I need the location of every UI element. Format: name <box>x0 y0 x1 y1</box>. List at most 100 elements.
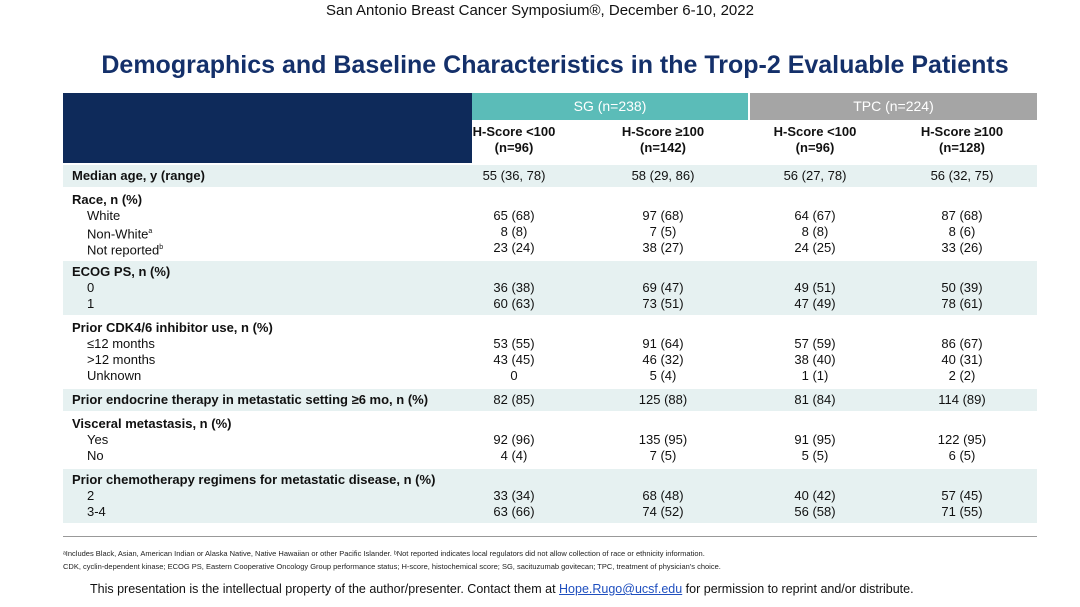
cell-value: 74 (52) <box>642 504 684 519</box>
cell-value: 57 (59) <box>794 336 836 351</box>
cell-value: 57 (45) <box>941 488 983 503</box>
cell-value: 33 (34) <box>493 488 535 503</box>
conference-header: San Antonio Breast Cancer Symposium®, De… <box>326 2 754 19</box>
row-label: Yes <box>87 432 109 447</box>
footnote: ᵃIncludes Black, Asian, American Indian … <box>63 549 705 558</box>
row-label: 1 <box>87 296 95 311</box>
row-label: 3-4 <box>87 504 106 519</box>
cell-value: 135 (95) <box>638 432 688 447</box>
column-header: H-Score ≥100 (n=142) <box>621 124 705 155</box>
table-bottom-rule <box>63 536 1037 537</box>
table-row: 1 60 (63) 73 (51) 47 (49) 78 (61) <box>63 296 1037 312</box>
cell-value: 6 (5) <box>948 448 976 463</box>
row-label: Prior CDK4/6 inhibitor use, n (%) <box>72 320 273 335</box>
cell-value: 49 (51) <box>794 280 836 295</box>
ip-notice: This presentation is the intellectual pr… <box>90 582 914 596</box>
table-row: Visceral metastasis, n (%) <box>63 416 1037 432</box>
row-label: >12 months <box>87 352 156 367</box>
cell-value: 81 (84) <box>794 392 836 407</box>
cell-value: 7 (5) <box>649 448 677 463</box>
cell-value: 65 (68) <box>493 208 535 223</box>
table-row: Median age, y (range) 55 (36, 78) 58 (29, … <box>63 168 1037 184</box>
cell-value: 0 <box>510 368 518 383</box>
cell-value: 78 (61) <box>941 296 983 311</box>
table-row: No 4 (4) 7 (5) 5 (5) 6 (5) <box>63 448 1037 464</box>
table-section: Median age, y (range) 55 (36, 78) 58 (29, … <box>63 165 1037 187</box>
cell-value: 38 (40) <box>794 352 836 367</box>
table-row: Unknown 0 5 (4) 1 (1) 2 (2) <box>63 368 1037 384</box>
row-label: Non-Whitea <box>87 226 153 242</box>
row-label: 0 <box>87 280 95 295</box>
cell-value: 36 (38) <box>493 280 535 295</box>
cell-value: 47 (49) <box>794 296 836 311</box>
row-label: Race, n (%) <box>72 192 143 207</box>
cell-value: 86 (67) <box>941 336 983 351</box>
cell-value: 58 (29, 86) <box>631 168 695 183</box>
column-header: H-Score <100 (n=96) <box>773 124 857 155</box>
cell-value: 2 (2) <box>948 368 976 383</box>
row-label: Prior chemotherapy regimens for metastat… <box>72 472 436 487</box>
contact-email-link[interactable]: Hope.Rugo@ucsf.edu <box>559 582 683 596</box>
cell-value: 82 (85) <box>493 392 535 407</box>
cell-value: 5 (4) <box>649 368 677 383</box>
group-header-sg: SG (n=238) <box>472 93 748 120</box>
table-section: ECOG PS, n (%) 0 36 (38) 69 (47) 49 (51) 50 (… <box>63 261 1037 315</box>
cell-value: 68 (48) <box>642 488 684 503</box>
table-row: Race, n (%) <box>63 192 1037 208</box>
table-row: >12 months 43 (45) 46 (32) 38 (40) 40 (31) <box>63 352 1037 368</box>
cell-value: 7 (5) <box>649 224 677 239</box>
cell-value: 8 (6) <box>948 224 976 239</box>
cell-value: 24 (25) <box>794 240 836 255</box>
cell-value: 71 (55) <box>941 504 983 519</box>
table-row: Prior endocrine therapy in metastatic se… <box>63 392 1037 408</box>
cell-value: 8 (8) <box>500 224 528 239</box>
cell-value: 55 (36, 78) <box>482 168 546 183</box>
cell-value: 63 (66) <box>493 504 535 519</box>
cell-value: 69 (47) <box>642 280 684 295</box>
table-row: 0 36 (38) 69 (47) 49 (51) 50 (39) <box>63 280 1037 296</box>
column-header: H-Score ≥100 (n=128) <box>920 124 1004 155</box>
slide-title: Demographics and Baseline Characteristic… <box>101 51 1009 79</box>
table-row: Yes 92 (96) 135 (95) 91 (95) 122 (95) <box>63 432 1037 448</box>
cell-value: 5 (5) <box>801 448 829 463</box>
cell-value: 60 (63) <box>493 296 535 311</box>
column-header: H-Score <100 (n=96) <box>472 124 556 155</box>
table-row: ≤12 months 53 (55) 91 (64) 57 (59) 86 (67) <box>63 336 1037 352</box>
row-label: No <box>87 448 104 463</box>
cell-value: 23 (24) <box>493 240 535 255</box>
cell-value: 97 (68) <box>642 208 684 223</box>
cell-value: 1 (1) <box>801 368 829 383</box>
cell-value: 114 (89) <box>938 392 986 407</box>
cell-value: 33 (26) <box>941 240 983 255</box>
row-label: Unknown <box>87 368 142 383</box>
row-label: ECOG PS, n (%) <box>72 264 171 279</box>
cell-value: 73 (51) <box>642 296 684 311</box>
table-section: Race, n (%) White 65 (68) 97 (68) 64 (67) 87 … <box>63 189 1037 259</box>
cell-value: 56 (58) <box>794 504 836 519</box>
table-row: Prior chemotherapy regimens for metastat… <box>63 472 1037 488</box>
row-label: Not reportedb <box>87 242 164 258</box>
table-header-label-cell <box>63 93 472 163</box>
cell-value: 38 (27) <box>642 240 684 255</box>
cell-value: 91 (64) <box>642 336 684 351</box>
cell-value: 40 (31) <box>941 352 983 367</box>
cell-value: 56 (32, 75) <box>930 168 994 183</box>
table-section: Prior chemotherapy regimens for metastat… <box>63 469 1037 523</box>
table-section: Prior endocrine therapy in metastatic se… <box>63 389 1037 411</box>
cell-value: 43 (45) <box>493 352 535 367</box>
cell-value: 4 (4) <box>500 448 528 463</box>
cell-value: 87 (68) <box>941 208 983 223</box>
table-row: ECOG PS, n (%) <box>63 264 1037 280</box>
cell-value: 56 (27, 78) <box>783 168 847 183</box>
row-label: Median age, y (range) <box>72 168 205 183</box>
group-header-tpc: TPC (n=224) <box>750 93 1037 120</box>
table-row: Non-Whitea 8 (8) 7 (5) 8 (8) 8 (6) <box>63 224 1037 242</box>
table-row: Prior CDK4/6 inhibitor use, n (%) <box>63 320 1037 336</box>
table-row: 2 33 (34) 68 (48) 40 (42) 57 (45) <box>63 488 1037 504</box>
row-label: Prior endocrine therapy in metastatic se… <box>72 392 429 407</box>
cell-value: 91 (95) <box>794 432 836 447</box>
row-label: 2 <box>87 488 95 503</box>
row-label: ≤12 months <box>87 336 155 351</box>
table-section: Prior CDK4/6 inhibitor use, n (%) ≤12 mon… <box>63 317 1037 387</box>
table-row: Not reportedb 23 (24) 38 (27) 24 (25) 33 (26… <box>63 240 1037 258</box>
